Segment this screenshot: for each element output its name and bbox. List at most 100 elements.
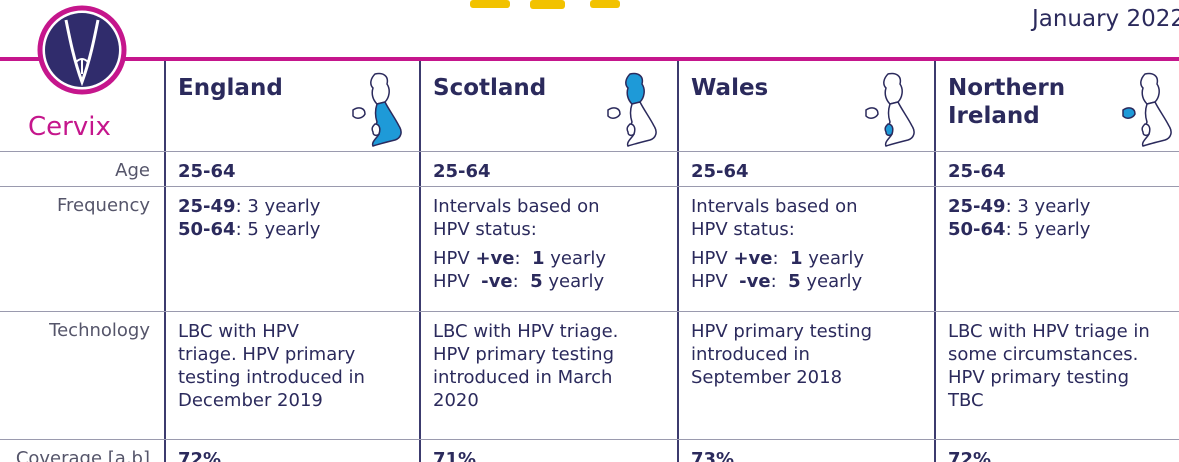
text-segment: triage. HPV primary: [178, 344, 356, 365]
cell: Intervals based on HPV status: HPV +ve: 1 …: [691, 195, 864, 293]
text-segment: yearly: [800, 271, 863, 292]
column-header: Wales: [691, 74, 768, 102]
paragraph: 72%: [178, 448, 221, 462]
text-segment: 25-49: [178, 196, 236, 217]
cell: 25-64: [178, 160, 236, 183]
text-segment: 71%: [433, 449, 477, 462]
line: HPV status:: [691, 218, 864, 241]
column-header: England: [178, 74, 283, 102]
text-segment: yearly: [544, 248, 607, 269]
text-segment: 73%: [691, 449, 735, 462]
text-segment: Intervals based on: [691, 196, 858, 217]
column-divider: [934, 61, 936, 462]
region-map: [865, 72, 915, 147]
line: 25-49: 3 yearly: [948, 195, 1090, 218]
line: HPV +ve: 1 yearly: [691, 247, 864, 270]
cell: Intervals based on HPV status: HPV +ve: 1 …: [433, 195, 606, 293]
column-header-line: Scotland: [433, 75, 547, 101]
paragraph: LBC with HPV triage. HPV primary testing i…: [433, 320, 618, 412]
row-label: Frequency: [57, 195, 150, 216]
line: 2020: [433, 389, 618, 412]
text-segment: HPV: [433, 248, 476, 269]
paragraph: 73%: [691, 448, 734, 462]
text-segment: -ve: [481, 271, 513, 292]
text-segment: introduced in: [691, 344, 810, 365]
cell: LBC with HPV triage in some circumstances…: [948, 320, 1150, 412]
text-segment: 25-64: [178, 161, 236, 182]
paragraph: Intervals based on HPV status:: [433, 195, 606, 241]
text-segment: December 2019: [178, 390, 323, 411]
line: 25-49: 3 yearly: [178, 195, 320, 218]
text-segment: -ve: [739, 271, 771, 292]
line: 72%: [948, 448, 991, 462]
text-segment: 72%: [178, 449, 222, 462]
text-segment: LBC with HPV triage.: [433, 321, 619, 342]
text-segment: 5: [530, 271, 543, 292]
text-segment: 25-64: [691, 161, 749, 182]
paragraph: HPV +ve: 1 yearly HPV -ve: 5 yearly: [433, 247, 606, 293]
region-map: [1122, 72, 1172, 147]
line: 25-64: [948, 160, 1006, 183]
text-segment: LBC with HPV triage in: [948, 321, 1150, 342]
text-segment: 25-64: [433, 161, 491, 182]
row-label: Coverage [a,b]: [15, 448, 150, 462]
text-segment: HPV: [691, 271, 740, 292]
column-header: Northern Ireland: [948, 74, 1065, 130]
line: LBC with HPV triage.: [433, 320, 618, 343]
column-header-line: Northern: [948, 75, 1066, 101]
paragraph: 25-49: 3 yearly 50-64: 5 yearly: [948, 195, 1090, 241]
line: HPV -ve: 5 yearly: [691, 270, 864, 293]
text-segment: 1: [531, 248, 545, 269]
row-divider: [0, 186, 1179, 187]
line: 50-64: 5 yearly: [178, 218, 320, 241]
text-segment: 50-64: [948, 219, 1006, 240]
line: Intervals based on: [691, 195, 864, 218]
line: HPV -ve: 5 yearly: [433, 270, 606, 293]
column-divider: [419, 61, 421, 462]
column-header: Scotland: [433, 74, 546, 102]
text-segment: HPV primary testing: [691, 321, 872, 342]
paragraph: 25-64: [178, 160, 236, 183]
line: 73%: [691, 448, 734, 462]
line: September 2018: [691, 366, 872, 389]
cell: 25-49: 3 yearly 50-64: 5 yearly: [948, 195, 1090, 241]
text-segment: 25-49: [948, 196, 1006, 217]
line: LBC with HPV triage in: [948, 320, 1150, 343]
text-segment: :: [514, 248, 532, 269]
text-segment: testing introduced in: [178, 367, 365, 388]
text-segment: HPV: [691, 248, 734, 269]
text-segment: 50-64: [178, 219, 236, 240]
paragraph: 25-64: [948, 160, 1006, 183]
paragraph: 25-49: 3 yearly 50-64: 5 yearly: [178, 195, 320, 241]
line: triage. HPV primary: [178, 343, 365, 366]
line: HPV primary testing: [691, 320, 872, 343]
text-segment: HPV primary testing: [948, 367, 1129, 388]
row-divider: [0, 439, 1179, 440]
line: introduced in: [691, 343, 872, 366]
logo-label: Cervix: [28, 112, 111, 142]
paragraph: LBC with HPV triage. HPV primary testing i…: [178, 320, 365, 412]
text-segment: HPV: [433, 271, 482, 292]
text-segment: some circumstances.: [948, 344, 1139, 365]
paragraph: 25-64: [691, 160, 749, 183]
paragraph: HPV +ve: 1 yearly HPV -ve: 5 yearly: [691, 247, 864, 293]
line: 25-64: [178, 160, 236, 183]
row-label: Technology: [49, 320, 150, 341]
text-segment: Intervals based on: [433, 196, 600, 217]
cell: 25-49: 3 yearly 50-64: 5 yearly: [178, 195, 320, 241]
line: 25-64: [691, 160, 749, 183]
line: some circumstances.: [948, 343, 1150, 366]
paragraph: Intervals based on HPV status:: [691, 195, 864, 241]
text-segment: : 5 yearly: [235, 219, 321, 240]
paragraph: HPV primary testing introduced in Septembe…: [691, 320, 872, 389]
text-segment: 1: [789, 248, 803, 269]
cell: HPV primary testing introduced in Septembe…: [691, 320, 872, 389]
line: LBC with HPV: [178, 320, 365, 343]
paragraph: 71%: [433, 448, 476, 462]
line: HPV status:: [433, 218, 606, 241]
date: January 2022: [1031, 6, 1179, 32]
title-fragment: [470, 0, 620, 9]
text-segment: : 5 yearly: [1005, 219, 1091, 240]
line: HPV primary testing: [433, 343, 618, 366]
